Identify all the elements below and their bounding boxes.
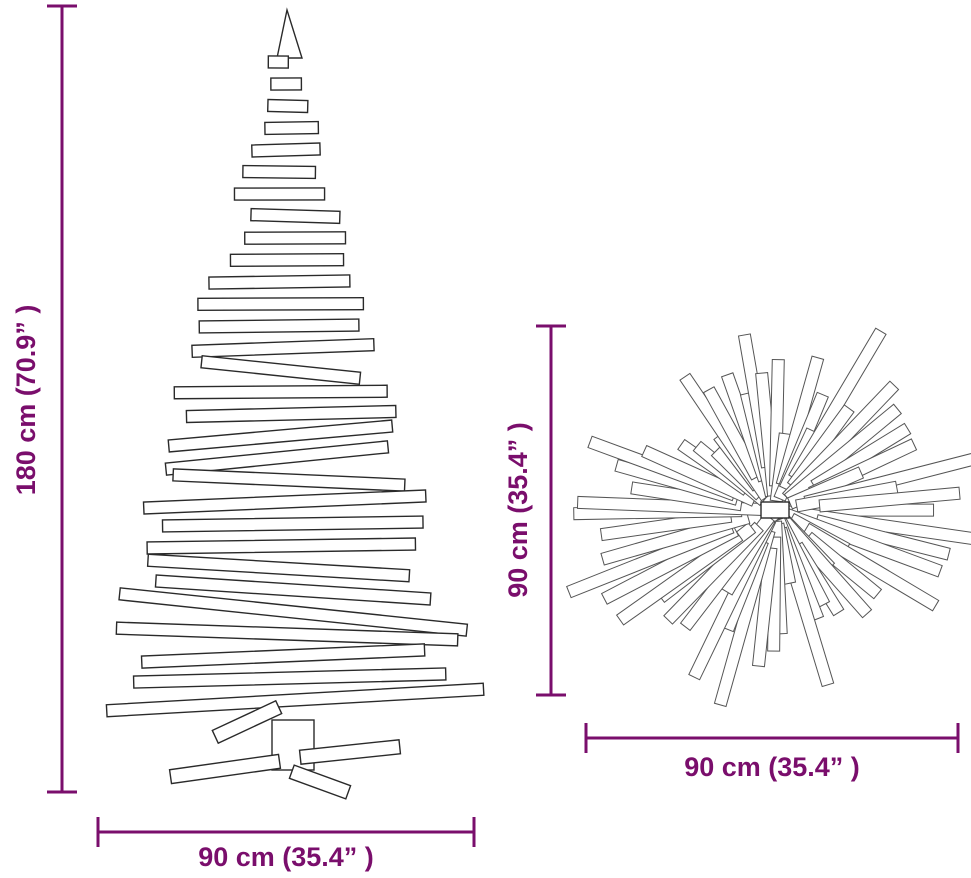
tree-slat <box>164 440 390 476</box>
tree-top <box>276 7 303 59</box>
base-leg <box>298 739 402 765</box>
tree-slat <box>244 231 347 245</box>
burst-center <box>760 501 790 519</box>
tree-slat <box>264 120 320 136</box>
tree-slat <box>251 142 321 158</box>
tree-slat <box>242 164 317 180</box>
dimension-label: 90 cm (35.4” ) <box>684 752 860 782</box>
base-leg <box>288 764 352 800</box>
tree-slat <box>197 296 365 312</box>
tree-slat <box>154 574 432 606</box>
base-leg <box>168 753 282 785</box>
tree-slat <box>267 55 290 69</box>
burst-slat <box>818 486 961 513</box>
tree-slat <box>172 468 406 492</box>
tree-slat <box>208 274 351 290</box>
dimension-label: 180 cm (70.9” ) <box>11 305 41 496</box>
tree-slat <box>185 404 397 424</box>
depth-dimension: 90 cm (35.4” ) <box>503 324 566 697</box>
tree-slat <box>140 643 426 669</box>
tree-slat <box>115 621 459 647</box>
tree-slat <box>229 252 345 268</box>
width-dimension: 90 cm (35.4” ) <box>96 817 476 872</box>
burst-slat <box>663 521 764 625</box>
dimension-label: 90 cm (35.4” ) <box>503 422 533 598</box>
tree-drawing <box>105 7 485 800</box>
tree-slat <box>200 354 362 386</box>
tree-slat <box>161 515 424 533</box>
tree-slat <box>270 77 303 91</box>
tree-slat <box>132 667 447 689</box>
base-leg <box>211 699 283 745</box>
tree-slat <box>191 337 375 359</box>
tree-slat <box>142 489 427 515</box>
tree-slat <box>167 419 394 453</box>
burst-slat <box>615 529 744 626</box>
tree-slat <box>266 98 309 114</box>
tree-slat <box>146 553 411 583</box>
tree-slat <box>173 384 388 400</box>
tree-slat <box>118 587 469 637</box>
top-width-dimension: 90 cm (35.4” ) <box>584 723 960 782</box>
tree-slat <box>233 187 326 201</box>
dimension-label: 90 cm (35.4” ) <box>198 842 374 872</box>
tree-slat <box>105 682 485 718</box>
top-view-drawing <box>566 327 971 708</box>
height-dimension: 180 cm (70.9” ) <box>11 4 77 794</box>
tree-slat <box>250 207 341 225</box>
tree-slat <box>198 318 360 334</box>
tree-slat <box>146 537 417 555</box>
burst-slat <box>802 522 940 612</box>
